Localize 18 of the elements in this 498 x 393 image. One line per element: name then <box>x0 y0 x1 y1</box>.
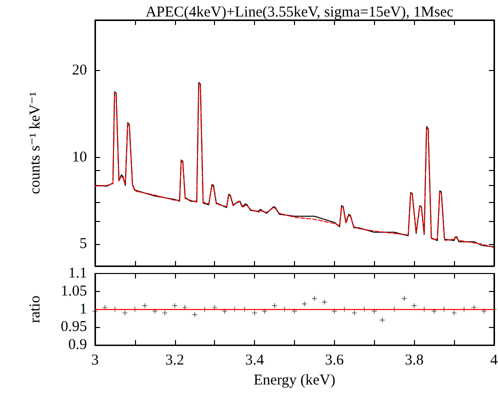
y-axis-title: counts s⁻¹ keV⁻¹ <box>28 92 44 194</box>
chart-title: APEC(4keV)+Line(3.55keV, sigma=15eV), 1Msec <box>146 4 454 20</box>
y-tick-label: 1.1 <box>68 266 87 282</box>
y-axis-title: ratio <box>28 296 44 324</box>
y-tick-label: 0.9 <box>68 337 87 354</box>
x-axis-title: Energy (keV) <box>254 372 336 388</box>
x-tick-label: 3.4 <box>245 352 264 369</box>
x-tick-label: 3 <box>91 352 99 369</box>
y-tick-label: 5 <box>80 236 87 252</box>
x-tick-label: 4 <box>490 352 498 369</box>
y-tick-label: 1 <box>80 301 87 318</box>
x-tick-label: 3.2 <box>165 352 184 369</box>
y-tick-label: 20 <box>72 62 87 79</box>
y-tick-label: 1.05 <box>60 283 87 300</box>
y-tick-label: 10 <box>72 149 87 166</box>
x-tick-label: 3.8 <box>404 352 424 369</box>
y-tick-label: 0.95 <box>60 319 87 336</box>
x-tick-label: 3.6 <box>325 352 344 369</box>
